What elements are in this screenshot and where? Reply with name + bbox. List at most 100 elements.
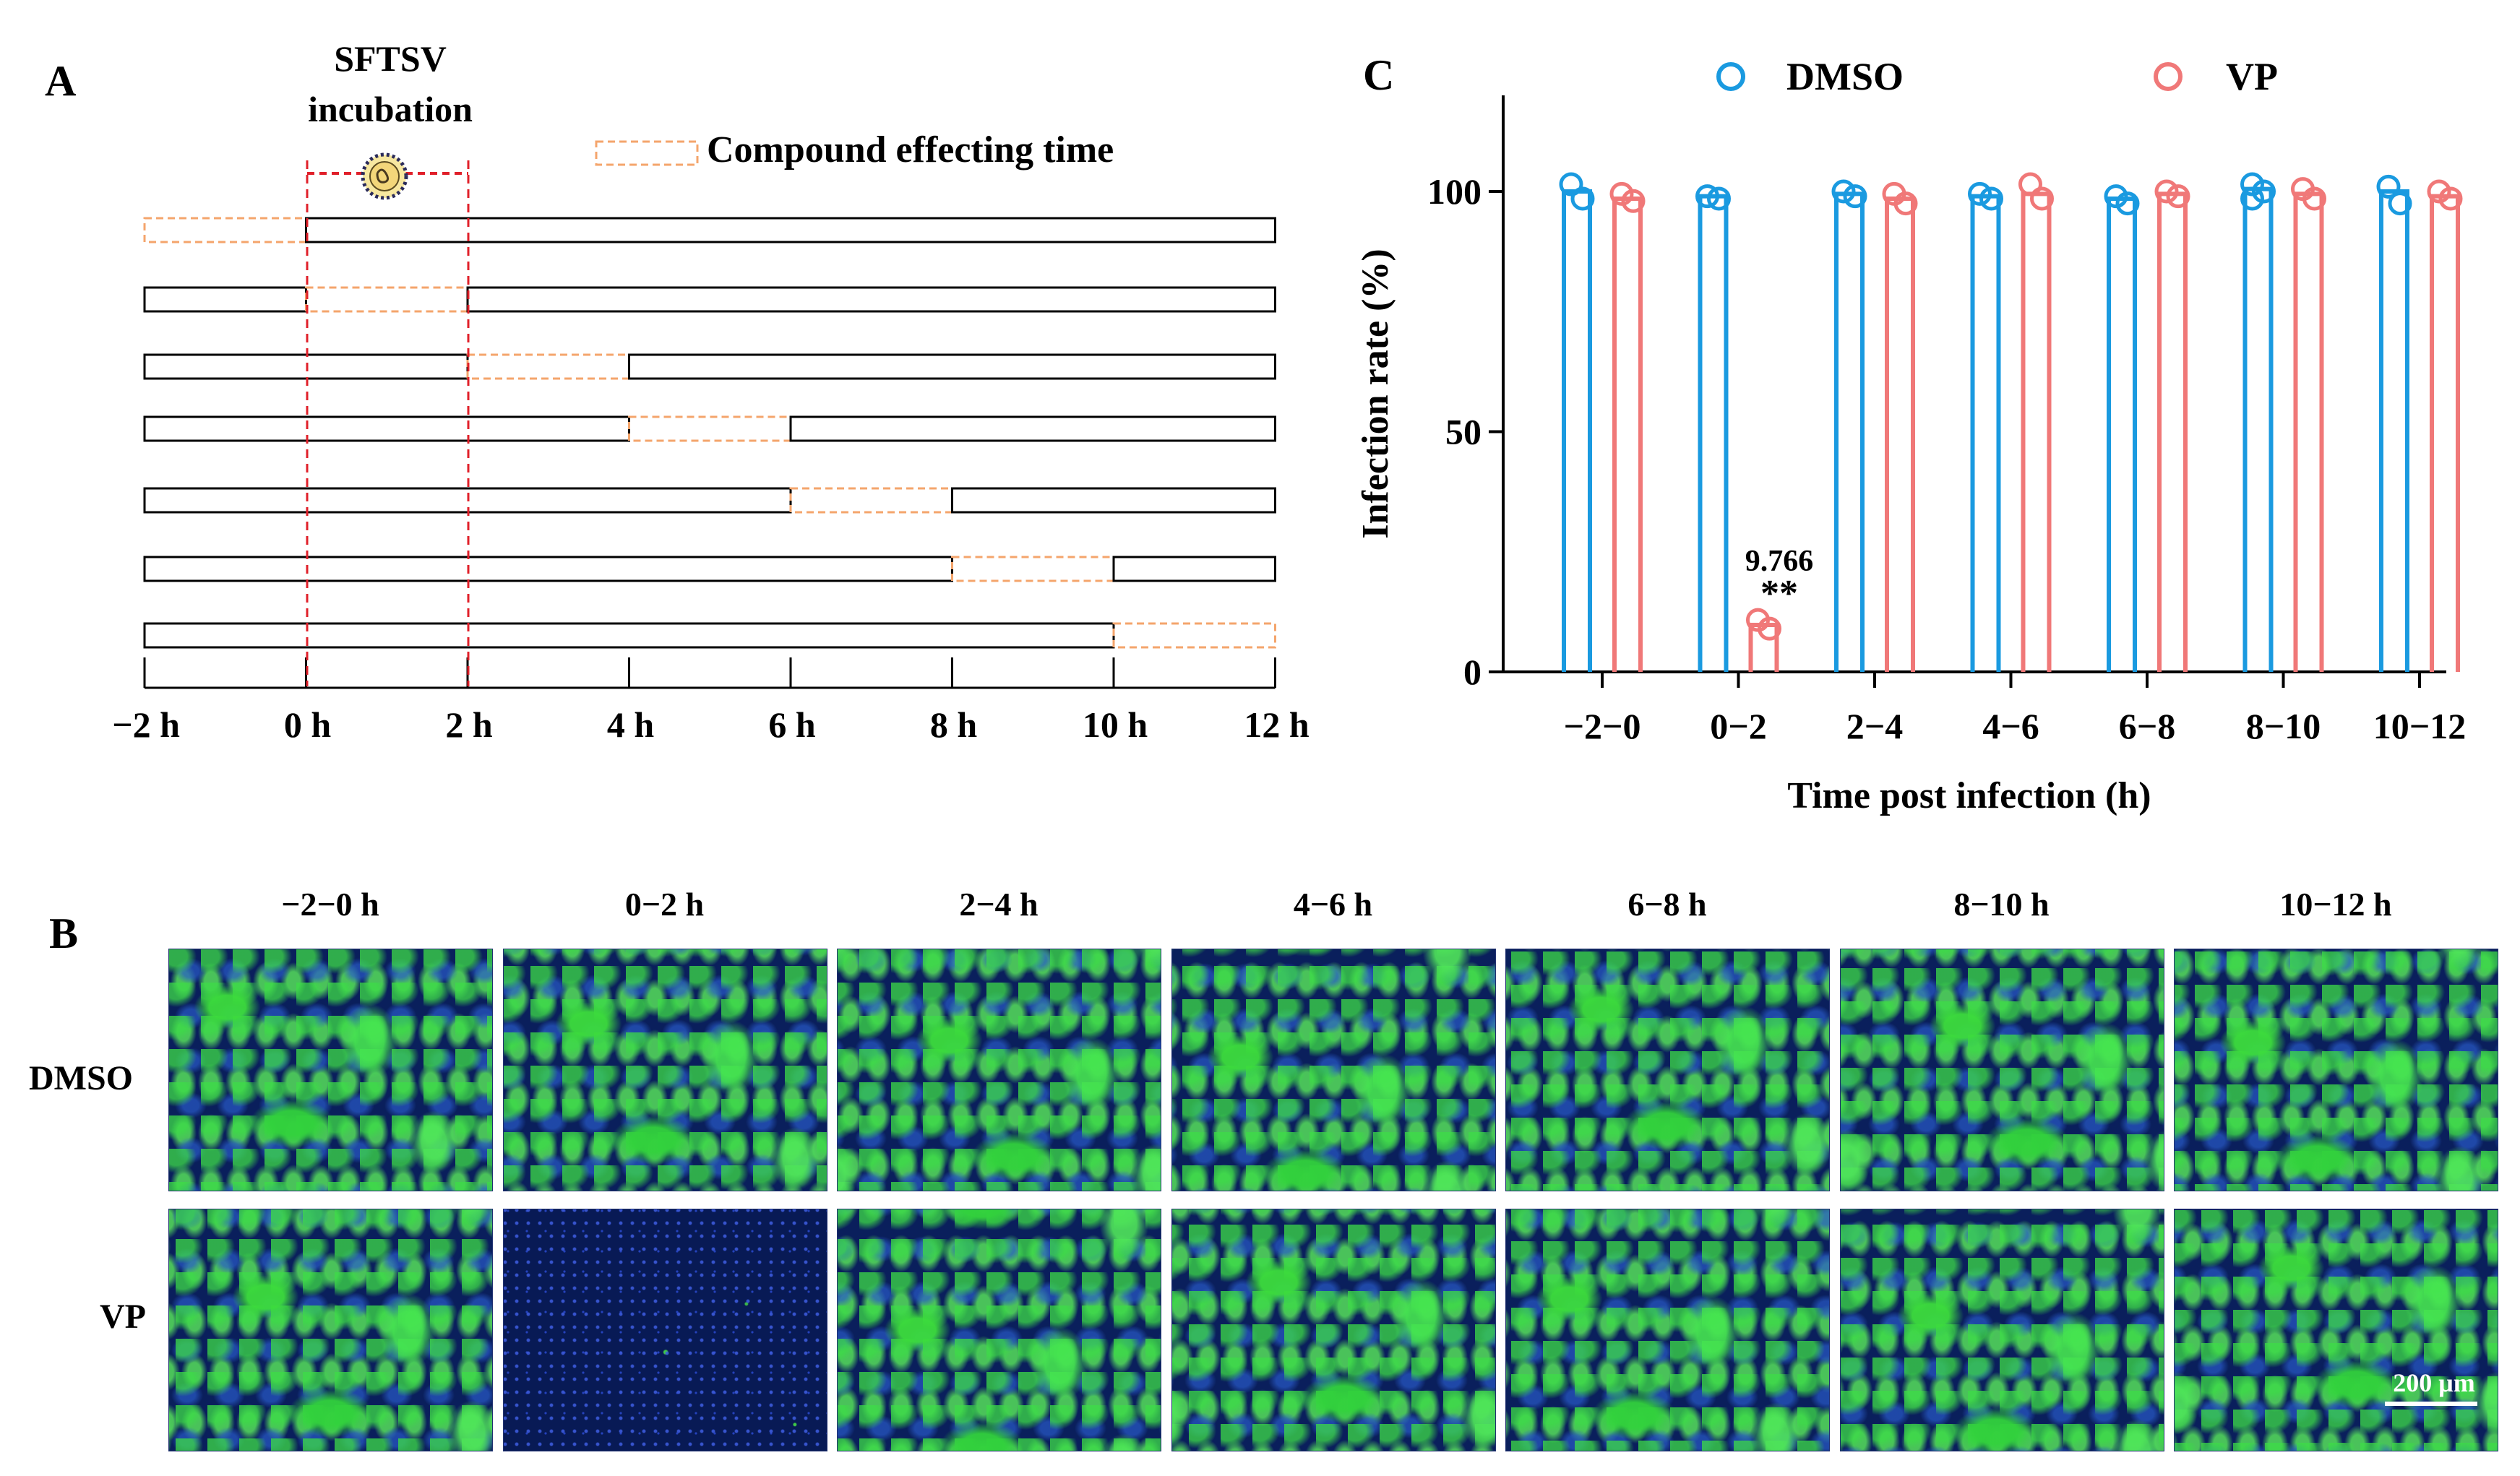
x-tick-label: 0−2 (1710, 706, 1767, 746)
column-header: −2−0 h (281, 886, 379, 923)
time-tick-label: −2 h (112, 704, 180, 745)
column-header: 0−2 h (624, 886, 705, 923)
panel-a-timeline: −2 h 0 h 2 h 4 h 6 h 8 h 10 h 12 h SFTSV incuba… (112, 38, 1310, 745)
annotation-value: 9.766 (1745, 545, 1814, 578)
legend-compound-swatch (595, 140, 699, 166)
panel-b-letter: B (49, 910, 79, 957)
column-header: 6−8 h (1627, 886, 1707, 923)
timeline-bar-after (628, 353, 1276, 380)
x-tick-label: −2−0 (1564, 706, 1641, 746)
scale-bar-label: 200 μm (2393, 1368, 2475, 1397)
bar-vp (2430, 194, 2460, 672)
panel-c-letter: C (1363, 51, 1395, 99)
scale-bar (2385, 1402, 2477, 1406)
y-axis-label: Infection rate (%) (1355, 249, 1396, 538)
legend-vp-label: VP (2226, 55, 2278, 98)
point-vp (2302, 186, 2326, 211)
legend-dmso-marker (1716, 62, 1745, 91)
bar-dmso (1970, 194, 2001, 672)
legend-dmso-label: DMSO (1786, 55, 1904, 98)
bar-vp (2021, 191, 2052, 672)
virus-icon (361, 152, 408, 200)
bar-vp (1885, 196, 1915, 672)
micrograph-dmso (168, 949, 493, 1191)
point-dmso (1979, 186, 2003, 211)
point-dmso (2388, 191, 2412, 216)
compound-window (951, 556, 1115, 582)
micrograph-dmso (1505, 949, 1830, 1191)
bar-vp (1612, 196, 1643, 672)
point-vp (2030, 186, 2054, 211)
y-tick-label: 50 (1445, 412, 1482, 452)
micrograph-dmso (837, 949, 1161, 1191)
point-vp (1893, 191, 1918, 216)
time-tick-label: 8 h (930, 704, 978, 745)
x-tick-label: 2−4 (1846, 706, 1904, 746)
timeline-bar-after (789, 415, 1276, 442)
point-dmso (1707, 186, 1731, 211)
point-dmso (1695, 184, 1719, 209)
point-dmso (2115, 191, 2140, 216)
point-dmso (1968, 181, 1992, 206)
bar-dmso (1562, 189, 1592, 672)
row-label-vp: VP (100, 1298, 146, 1336)
column-header: 2−4 h (959, 886, 1038, 923)
point-dmso (2376, 174, 2401, 199)
micrograph-dmso (1839, 949, 2164, 1191)
chart-legend: DMSO VP (1716, 55, 2278, 98)
y-tick-label: 100 (1427, 171, 1482, 212)
chart-bars (1562, 186, 2460, 672)
timeline-bar-before (143, 622, 1115, 649)
virus-label-line2: incubation (308, 89, 473, 129)
point-dmso (2240, 186, 2264, 211)
point-vp (1621, 189, 1646, 213)
compound-window (143, 217, 307, 243)
micrograph-dmso (2174, 949, 2498, 1191)
point-dmso (1559, 172, 1583, 197)
point-vp (2166, 184, 2190, 209)
compound-window (789, 487, 953, 514)
point-dmso (1831, 179, 1856, 204)
timeline-bar-after (466, 286, 1276, 313)
row-label-dmso: DMSO (29, 1059, 133, 1097)
point-dmso (1843, 184, 1867, 209)
bar-dmso (2379, 189, 2409, 672)
bar-dmso (2107, 196, 2137, 672)
micrograph-dmso (502, 949, 827, 1191)
point-vp (2438, 186, 2463, 211)
bar-dmso (2242, 186, 2274, 672)
column-header: 10−12 h (2279, 886, 2392, 923)
compound-window (305, 286, 469, 313)
micrograph-vp (1171, 1209, 1496, 1451)
time-tick-label: 6 h (768, 704, 816, 745)
timeline-bar-after (951, 487, 1276, 514)
timeline-bar-before (143, 415, 630, 442)
x-tick-label: 4−6 (1982, 706, 2039, 746)
column-header: 4−6 h (1293, 886, 1373, 923)
timeline-bar-before (143, 286, 307, 313)
timeline-bar-after (305, 217, 1276, 243)
micrograph-vp (837, 1209, 1161, 1451)
point-vp (2018, 172, 2042, 197)
time-tick-label: 4 h (607, 704, 655, 745)
micrograph-dmso (1171, 949, 1496, 1191)
compound-window (466, 353, 630, 380)
bar-dmso (1698, 194, 1729, 672)
bar-vp (2293, 191, 2324, 672)
annotation-significance: ** (1760, 573, 1798, 614)
timeline-bar-before (143, 556, 953, 582)
time-tick-label: 12 h (1244, 704, 1310, 745)
timeline-bar-after (1112, 556, 1276, 582)
point-dmso (1570, 186, 1595, 211)
chart-axes: 0 50 100 −2−0 0−2 2−4 4−6 6−8 8−10 10−12 (1427, 95, 2466, 746)
legend-compound-label: Compound effecting time (707, 129, 1114, 171)
compound-window (628, 415, 792, 442)
virus-label-line1: SFTSV (334, 38, 447, 79)
micrograph-vp (1839, 1209, 2164, 1451)
y-tick-label: 0 (1463, 652, 1482, 692)
column-header: 8−10 h (1953, 886, 2050, 923)
timeline-axis: −2 h 0 h 2 h 4 h 6 h 8 h 10 h 12 h (112, 657, 1310, 745)
bar-vp (1748, 623, 1779, 672)
micrograph-vp (2174, 1209, 2498, 1451)
